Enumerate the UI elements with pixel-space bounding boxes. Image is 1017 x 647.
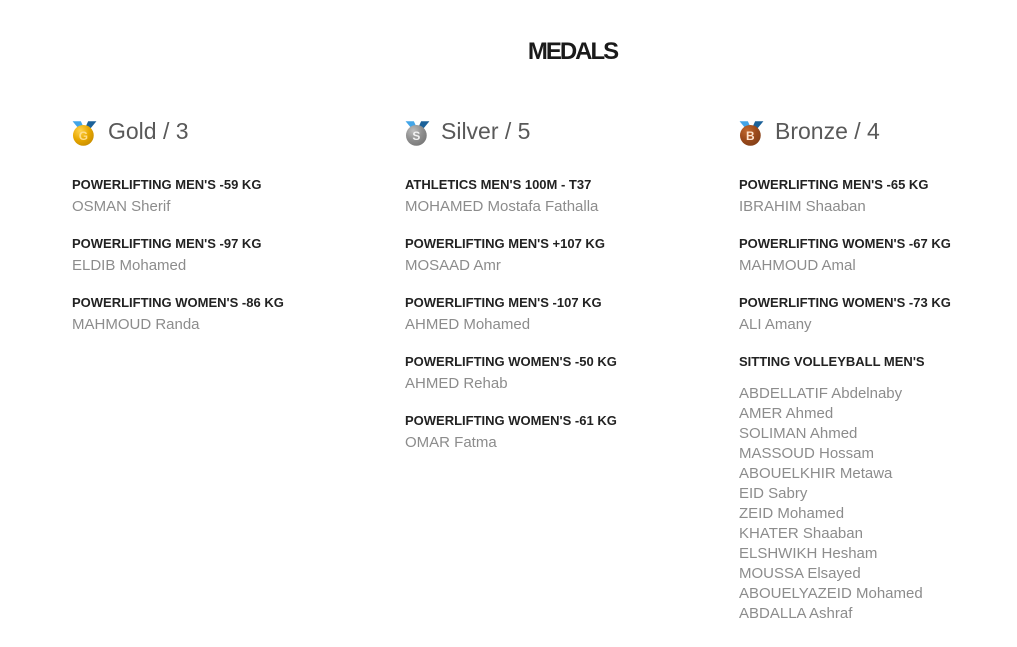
svg-text:B: B bbox=[746, 129, 755, 143]
svg-text:G: G bbox=[79, 129, 88, 143]
svg-text:S: S bbox=[412, 129, 420, 143]
